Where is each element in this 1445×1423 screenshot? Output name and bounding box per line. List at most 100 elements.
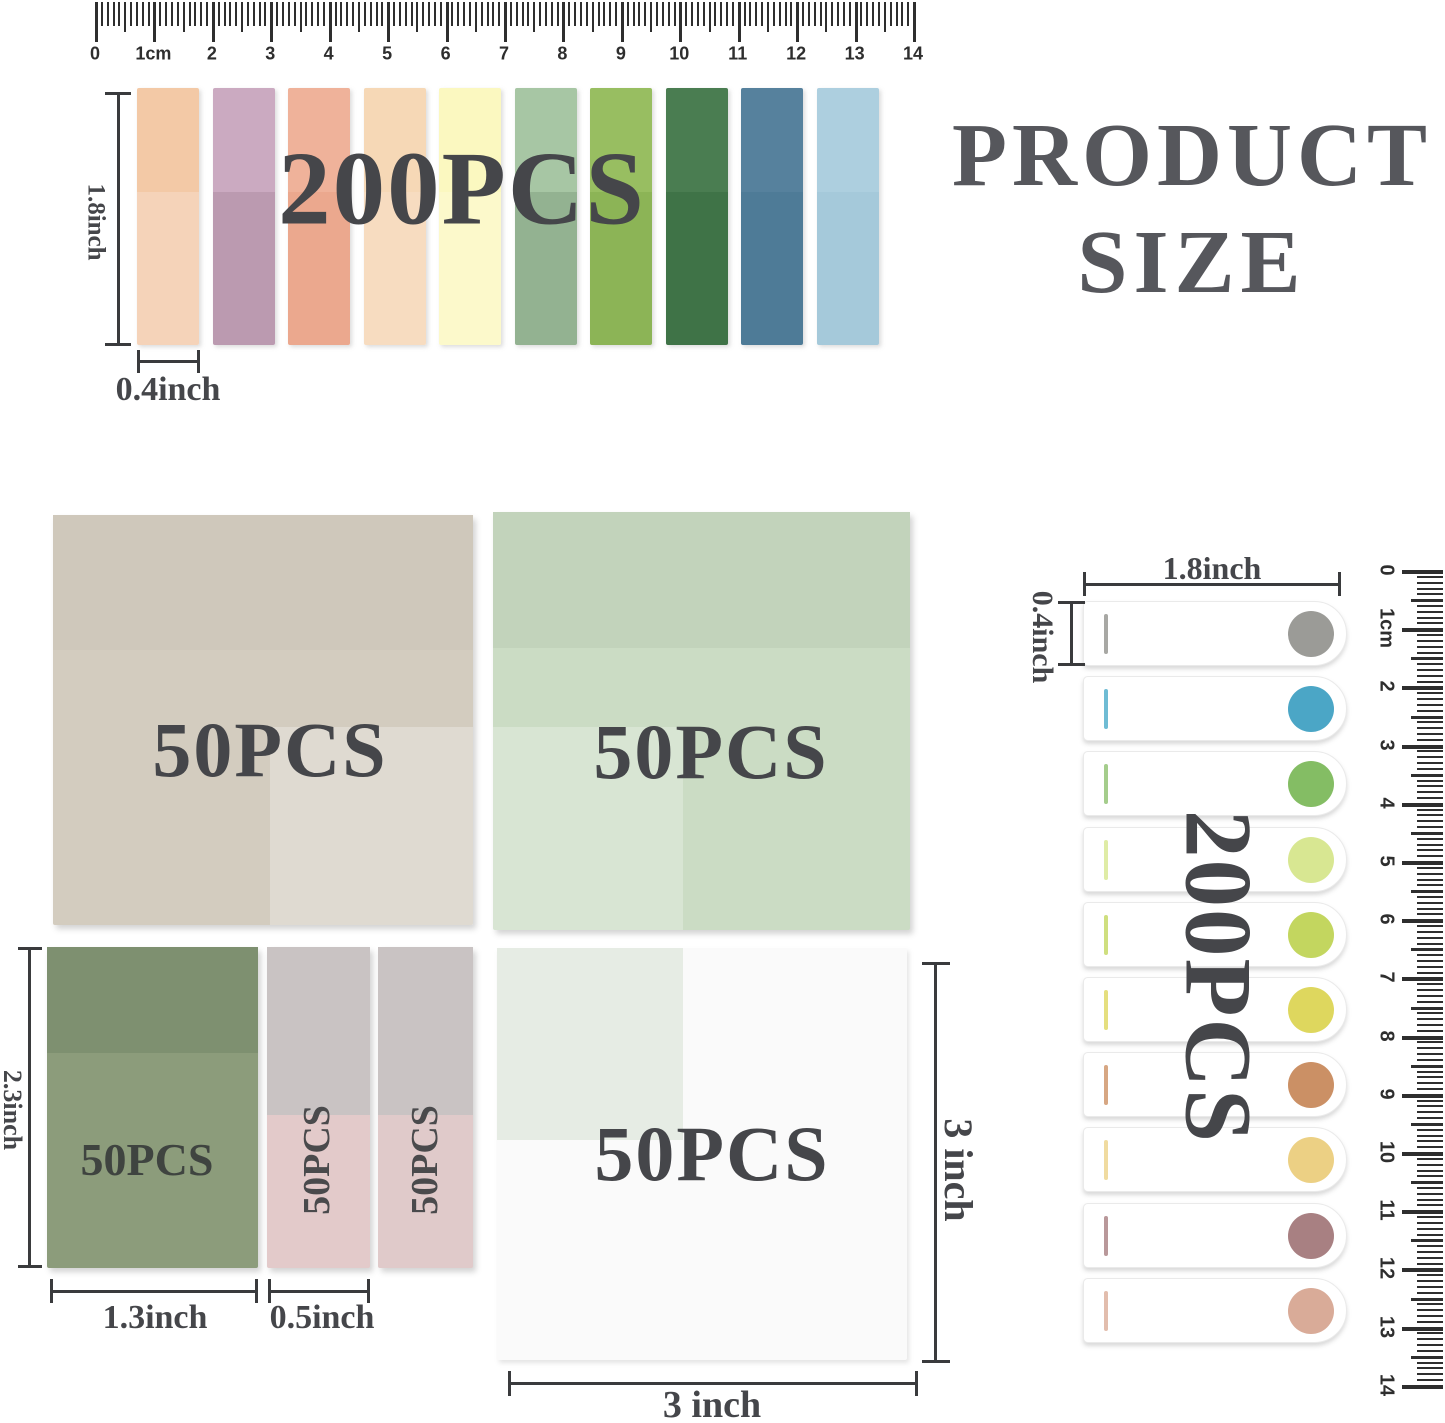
ruler-tick bbox=[1417, 721, 1443, 724]
ruler-tick bbox=[124, 2, 127, 32]
ruler-tick bbox=[1417, 1227, 1443, 1230]
ruler-tick bbox=[580, 2, 582, 26]
top-tab-sticky-part bbox=[137, 88, 199, 192]
right-index-tab bbox=[1083, 1203, 1347, 1268]
ruler-tick bbox=[276, 2, 279, 26]
ruler-tick bbox=[1417, 616, 1443, 619]
ruler-tick bbox=[813, 2, 816, 26]
ruler-tick bbox=[1417, 1169, 1443, 1172]
ruler-tick bbox=[422, 2, 425, 26]
top-tab-body-part bbox=[817, 192, 879, 345]
ruler-tick bbox=[878, 2, 880, 26]
ruler-tick bbox=[1402, 1152, 1443, 1156]
ruler-tick bbox=[1402, 744, 1443, 749]
ruler-tick bbox=[328, 2, 332, 42]
ruler-tick bbox=[381, 2, 384, 26]
ruler-tick bbox=[457, 2, 460, 26]
small-pad-height-dim-cap bbox=[18, 947, 42, 950]
ruler-tick bbox=[1417, 1315, 1443, 1317]
ruler-unit-label: 10 bbox=[1375, 1140, 1398, 1164]
ruler-tick bbox=[1417, 1198, 1443, 1201]
tab-color-line bbox=[1104, 689, 1108, 729]
ruler-tick bbox=[913, 2, 916, 42]
ruler-tick bbox=[1417, 959, 1443, 962]
ruler-unit-label: 13 bbox=[844, 43, 865, 64]
ruler-tick bbox=[650, 2, 653, 32]
ruler-tick bbox=[638, 2, 641, 26]
top-tab bbox=[515, 88, 577, 345]
ruler-tick bbox=[1402, 1384, 1443, 1389]
ruler-tick bbox=[1411, 890, 1443, 894]
ruler-tick bbox=[1402, 919, 1443, 924]
ruler-tick bbox=[1417, 680, 1443, 683]
ruler-tick bbox=[1417, 1076, 1443, 1079]
ruler-tick bbox=[620, 2, 624, 42]
ruler-tick bbox=[544, 2, 547, 26]
ruler-tick bbox=[743, 2, 746, 26]
ruler-tick bbox=[375, 2, 378, 26]
right-index-tab bbox=[1083, 676, 1347, 741]
small-pad-height-dim-cap bbox=[18, 1265, 42, 1268]
ruler-tick bbox=[1417, 668, 1443, 671]
ruler-tick bbox=[568, 2, 571, 26]
small-pad-height-dim-line bbox=[28, 947, 31, 1268]
ruler-tick bbox=[252, 2, 255, 26]
tab-color-dot bbox=[1288, 1137, 1334, 1183]
right-height-dim-cap bbox=[1058, 663, 1085, 666]
ruler-tick bbox=[1402, 1268, 1443, 1273]
top-tab-body-part bbox=[137, 192, 199, 345]
ruler-unit-label: 7 bbox=[1375, 971, 1398, 983]
ruler-tick bbox=[1417, 604, 1443, 607]
ruler-unit-label: 8 bbox=[557, 43, 568, 64]
top-tab bbox=[364, 88, 426, 345]
tab-color-line bbox=[1104, 614, 1108, 654]
ruler-tick bbox=[1417, 954, 1443, 957]
ruler-tick bbox=[1417, 936, 1443, 939]
strip-note-pad-1: 50PCS bbox=[267, 947, 370, 1268]
ruler-tick bbox=[211, 2, 215, 42]
ruler-unit-label: 2 bbox=[206, 43, 217, 64]
page-title-line1: PRODUCT bbox=[952, 106, 1432, 205]
ruler-tick bbox=[1417, 610, 1443, 613]
ruler-tick bbox=[1417, 1128, 1443, 1131]
ruler-tick bbox=[346, 2, 349, 26]
tab-color-dot bbox=[1288, 912, 1334, 958]
strip-width-dim-label: 0.5inch bbox=[269, 1299, 375, 1336]
ruler-tick bbox=[655, 2, 658, 26]
ruler-tick bbox=[667, 2, 670, 26]
ruler-tick bbox=[241, 2, 244, 32]
white-pad-width-dim-label: 3 inch bbox=[662, 1384, 762, 1423]
tab-color-dot bbox=[1288, 761, 1334, 807]
ruler-tick bbox=[591, 2, 594, 32]
top-tab-sticky-part bbox=[817, 88, 879, 192]
ruler-tick bbox=[1417, 1041, 1443, 1044]
right-index-tab bbox=[1083, 1127, 1347, 1192]
ruler-tick bbox=[1411, 1239, 1443, 1243]
ruler-tick bbox=[1417, 820, 1443, 823]
ruler-tick bbox=[1417, 1146, 1443, 1149]
ruler-tick bbox=[410, 2, 413, 26]
tab-color-dot bbox=[1288, 1288, 1334, 1334]
top-tab bbox=[590, 88, 652, 345]
ruler-tick bbox=[469, 2, 471, 26]
ruler-tick bbox=[615, 2, 617, 26]
tab-color-line bbox=[1104, 840, 1108, 880]
ruler-tick bbox=[825, 2, 828, 32]
ruler-tick bbox=[451, 2, 454, 26]
ruler-tick bbox=[1417, 651, 1443, 654]
ruler-tick bbox=[1417, 826, 1443, 829]
ruler-unit-label: 1cm bbox=[135, 43, 172, 64]
ruler-tick bbox=[1411, 1064, 1443, 1068]
ruler-tick bbox=[1417, 1140, 1443, 1143]
ruler-unit-label: 5 bbox=[382, 43, 393, 64]
ruler-tick bbox=[1417, 1361, 1443, 1364]
ruler-tick bbox=[807, 2, 810, 26]
ruler-tick bbox=[731, 2, 734, 26]
ruler-tick bbox=[100, 2, 103, 26]
small-pad-width-dim-cap bbox=[50, 1279, 53, 1303]
ruler-tick bbox=[1417, 1192, 1443, 1195]
white-pad-height-dim-cap bbox=[922, 1360, 950, 1363]
ruler-tick bbox=[1417, 1082, 1443, 1085]
ruler-unit-label: 14 bbox=[1375, 1373, 1398, 1396]
ruler-tick bbox=[1417, 762, 1443, 765]
